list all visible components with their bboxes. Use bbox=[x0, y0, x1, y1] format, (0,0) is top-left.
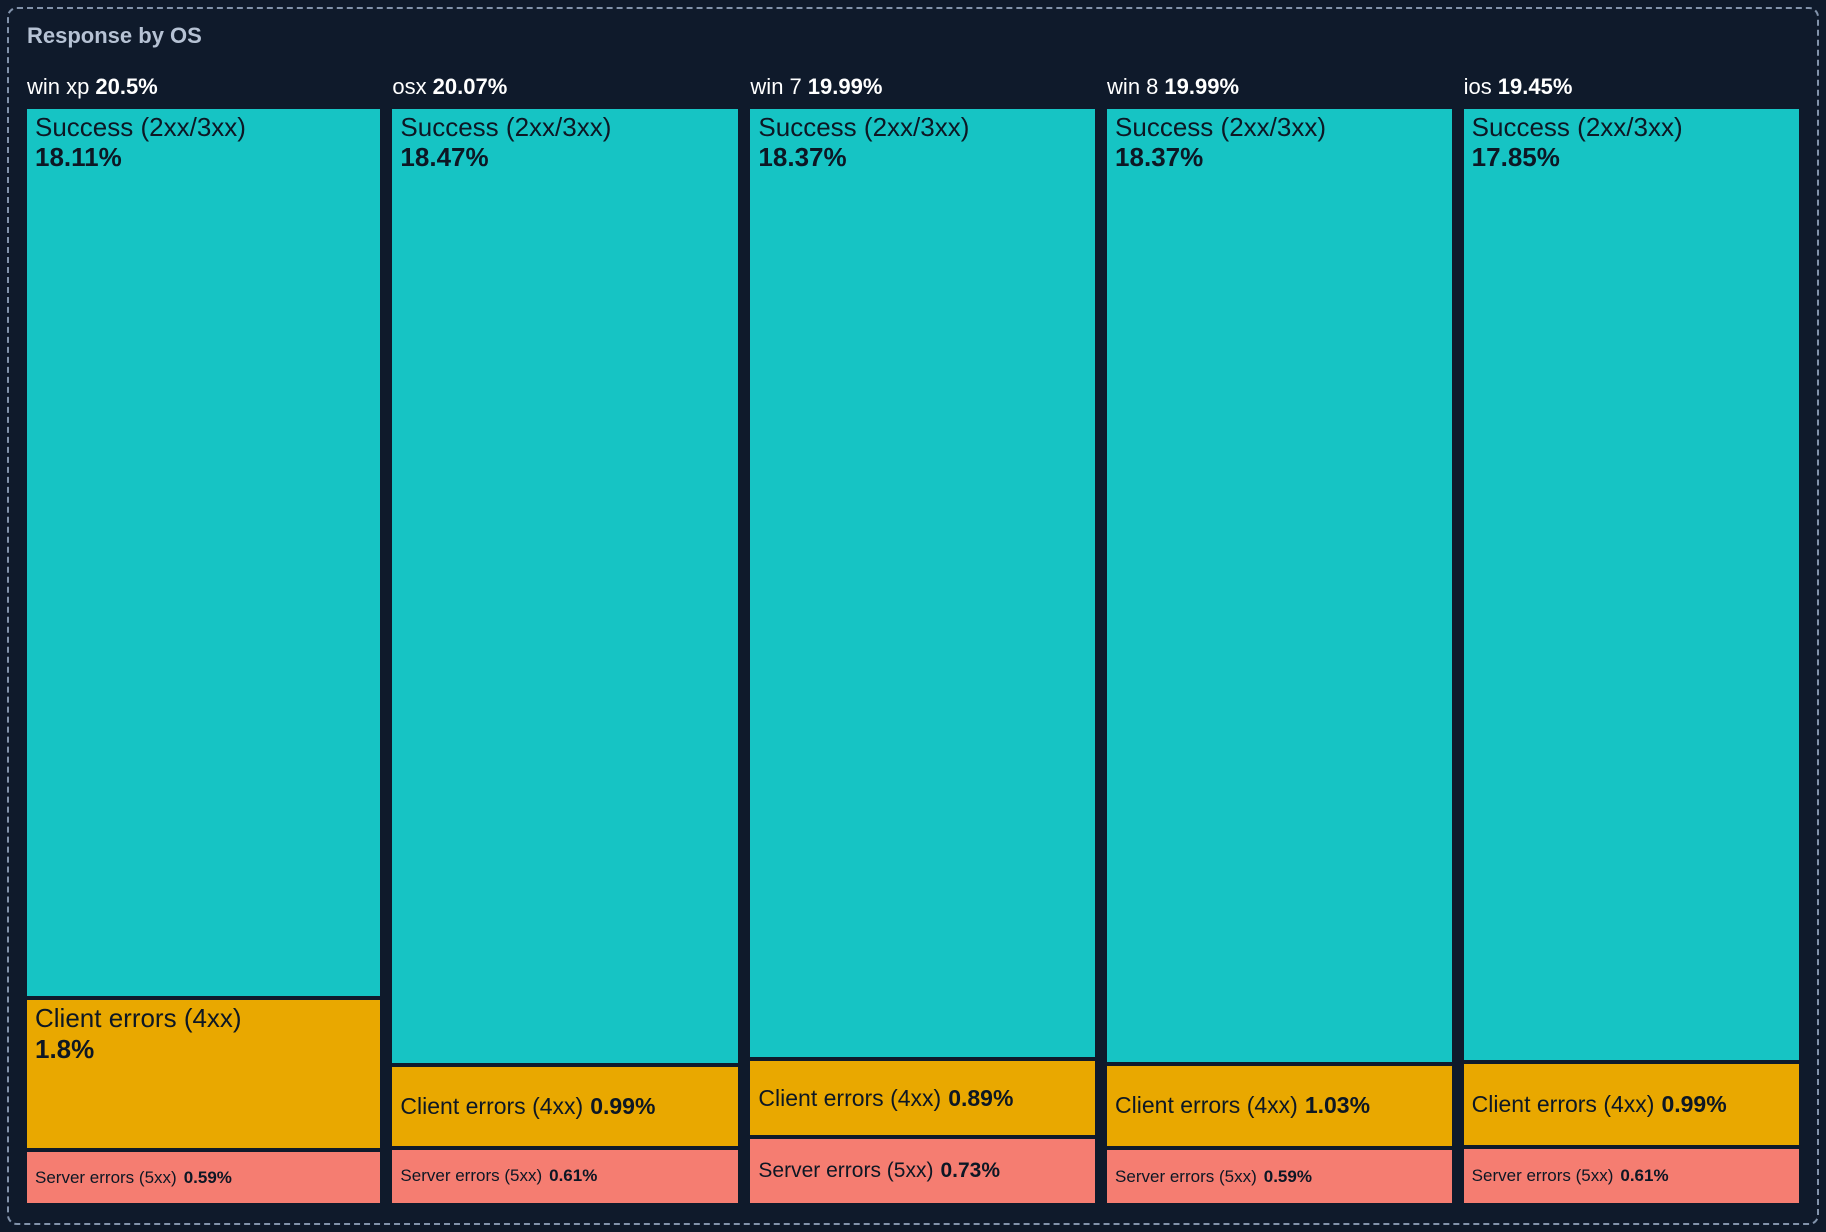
segment-label: Server errors (5xx) bbox=[758, 1158, 934, 1182]
column-header: win 7 19.99% bbox=[750, 75, 1095, 99]
panel-title: Response by OS bbox=[27, 23, 202, 48]
column-blocks: Success (2xx/3xx) 18.11% Client errors (… bbox=[27, 108, 381, 1203]
segment-value: 0.99% bbox=[1661, 1091, 1727, 1117]
segment-server-errors[interactable]: Server errors (5xx) 0.59% bbox=[27, 1152, 381, 1203]
segment-client-errors[interactable]: Client errors (4xx) 0.99% bbox=[1463, 1064, 1799, 1145]
segment-label: Success (2xx/3xx) bbox=[35, 111, 246, 142]
os-total-percent: 19.99% bbox=[807, 74, 883, 100]
segment-server-errors[interactable]: Server errors (5xx) 0.61% bbox=[1463, 1148, 1799, 1203]
segment-label: Server errors (5xx) bbox=[1471, 1165, 1614, 1185]
treemap-column-osx: osx 20.07% Success (2xx/3xx) 18.47% Clien… bbox=[392, 75, 739, 1203]
segment-success[interactable]: Success (2xx/3xx) 18.11% bbox=[27, 108, 381, 997]
segment-server-errors[interactable]: Server errors (5xx) 0.61% bbox=[392, 1149, 739, 1203]
segment-label: Server errors (5xx) bbox=[35, 1167, 177, 1187]
column-header: win xp 20.5% bbox=[27, 75, 380, 99]
segment-label: Client errors (4xx) bbox=[758, 1084, 942, 1111]
segment-client-errors[interactable]: Client errors (4xx) 1.03% bbox=[1107, 1065, 1452, 1147]
os-name: ios bbox=[1463, 74, 1492, 100]
segment-server-errors[interactable]: Server errors (5xx) 0.59% bbox=[1107, 1150, 1452, 1203]
segment-label: Success (2xx/3xx) bbox=[1471, 111, 1683, 142]
segment-value: 0.61% bbox=[1620, 1165, 1669, 1185]
segment-value: 18.11% bbox=[35, 142, 122, 173]
treemap-column-win-7: win 7 19.99% Success (2xx/3xx) 18.37% Cli… bbox=[750, 75, 1096, 1203]
column-blocks: Success (2xx/3xx) 18.37% Client errors (… bbox=[750, 108, 1096, 1203]
segment-label: Success (2xx/3xx) bbox=[1115, 111, 1326, 142]
segment-value: 18.37% bbox=[758, 142, 847, 173]
segment-label: Server errors (5xx) bbox=[400, 1166, 543, 1186]
segment-label: Success (2xx/3xx) bbox=[400, 111, 612, 142]
segment-value: 1.8% bbox=[35, 1033, 95, 1064]
treemap-column-win-8: win 8 19.99% Success (2xx/3xx) 18.37% Cli… bbox=[1107, 75, 1452, 1203]
segment-client-errors[interactable]: Client errors (4xx) 0.89% bbox=[750, 1061, 1096, 1136]
os-total-percent: 19.99% bbox=[1164, 74, 1240, 100]
os-total-percent: 20.07% bbox=[432, 74, 508, 100]
segment-client-errors[interactable]: Client errors (4xx) 1.8% bbox=[27, 1000, 381, 1149]
segment-label: Server errors (5xx) bbox=[1115, 1166, 1257, 1186]
segment-value: 0.99% bbox=[590, 1092, 656, 1119]
segment-value: 18.47% bbox=[400, 142, 489, 173]
segment-success[interactable]: Success (2xx/3xx) 18.37% bbox=[1107, 108, 1452, 1062]
segment-value: 0.73% bbox=[940, 1158, 1000, 1182]
column-blocks: Success (2xx/3xx) 18.37% Client errors (… bbox=[1107, 108, 1452, 1203]
segment-success[interactable]: Success (2xx/3xx) 17.85% bbox=[1463, 108, 1799, 1061]
segment-value: 0.61% bbox=[549, 1166, 598, 1186]
segment-client-errors[interactable]: Client errors (4xx) 0.99% bbox=[392, 1066, 739, 1146]
segment-success[interactable]: Success (2xx/3xx) 18.47% bbox=[392, 108, 739, 1063]
response-by-os-panel: Response by OS win xp 20.5% Success (2xx/… bbox=[7, 7, 1819, 1225]
segment-label: Success (2xx/3xx) bbox=[758, 111, 970, 142]
os-name: osx bbox=[392, 74, 427, 100]
treemap-column-ios: ios 19.45% Success (2xx/3xx) 17.85% Clien… bbox=[1463, 75, 1799, 1203]
column-header: win 8 19.99% bbox=[1107, 75, 1452, 99]
column-blocks: Success (2xx/3xx) 18.47% Client errors (… bbox=[392, 108, 739, 1203]
segment-value: 0.89% bbox=[948, 1084, 1014, 1111]
segment-value: 0.59% bbox=[183, 1167, 232, 1187]
column-blocks: Success (2xx/3xx) 17.85% Client errors (… bbox=[1463, 108, 1799, 1203]
segment-server-errors[interactable]: Server errors (5xx) 0.73% bbox=[750, 1139, 1096, 1203]
segment-label: Client errors (4xx) bbox=[400, 1092, 584, 1119]
segment-label: Client errors (4xx) bbox=[35, 1003, 242, 1034]
segment-success[interactable]: Success (2xx/3xx) 18.37% bbox=[750, 108, 1096, 1058]
treemap-column-win-xp: win xp 20.5% Success (2xx/3xx) 18.11% Cli… bbox=[27, 75, 381, 1203]
segment-value: 0.59% bbox=[1263, 1166, 1312, 1186]
segment-value: 17.85% bbox=[1471, 142, 1560, 173]
os-name: win 8 bbox=[1107, 74, 1159, 100]
os-total-percent: 20.5% bbox=[95, 74, 158, 100]
column-header: osx 20.07% bbox=[392, 75, 738, 99]
os-name: win 7 bbox=[750, 74, 802, 100]
segment-value: 18.37% bbox=[1115, 142, 1204, 173]
segment-label: Client errors (4xx) bbox=[1115, 1092, 1298, 1119]
column-header: ios 19.45% bbox=[1464, 75, 1799, 99]
segment-label: Client errors (4xx) bbox=[1471, 1091, 1655, 1117]
os-total-percent: 19.45% bbox=[1497, 74, 1573, 100]
treemap-chart: win xp 20.5% Success (2xx/3xx) 18.11% Cli… bbox=[27, 75, 1799, 1203]
os-name: win xp bbox=[27, 74, 90, 100]
segment-value: 1.03% bbox=[1304, 1092, 1371, 1119]
